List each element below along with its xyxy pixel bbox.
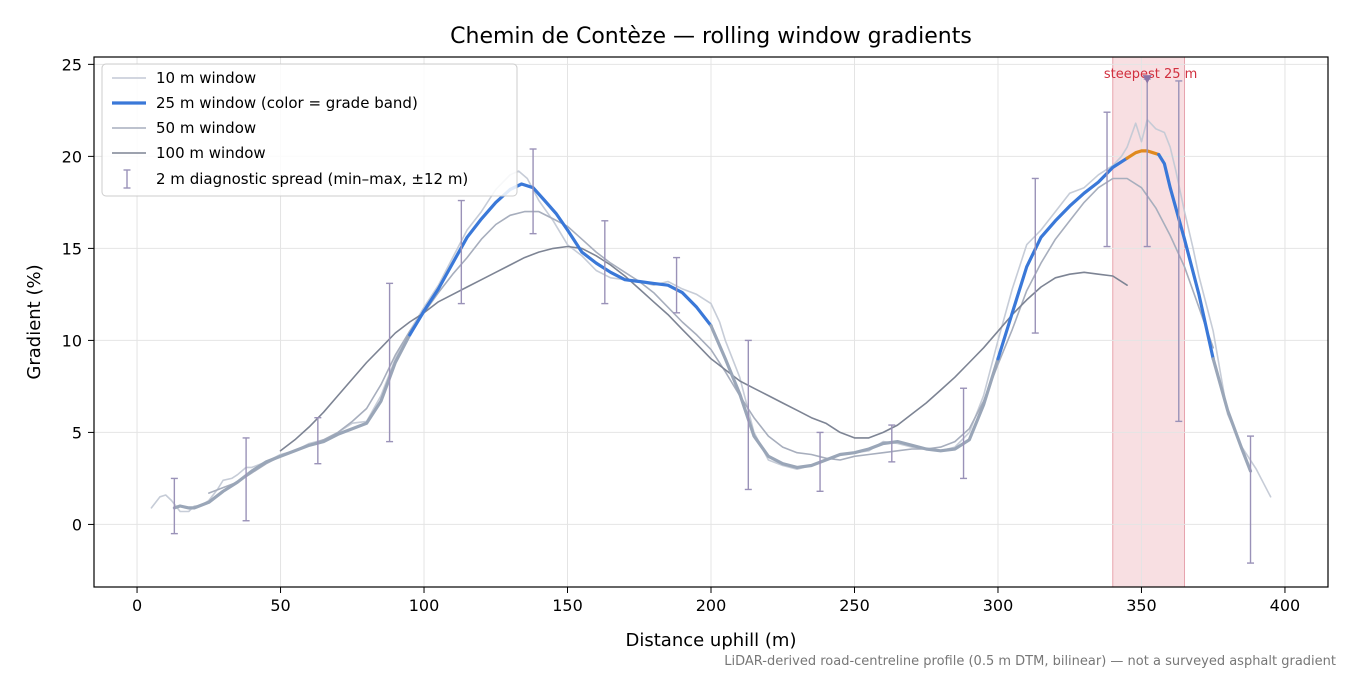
x-axis-label: Distance uphill (m) [626, 630, 797, 651]
x-tick-label-300: 300 [983, 596, 1014, 615]
y-tick-label-25: 25 [62, 55, 82, 74]
legend: 10 m window 25 m window (color = grade b… [101, 63, 518, 197]
y-tick-label-5: 5 [72, 423, 82, 442]
x-tick-label-50: 50 [270, 596, 290, 615]
chart-title: Chemin de Contèze — rolling window gradi… [450, 24, 972, 49]
steepest-annotation: steepest 25 m [1104, 67, 1197, 82]
legend-swatch-errorbar [123, 169, 131, 189]
series-25m-segment-5 [1157, 152, 1215, 361]
x-tick-label-400: 400 [1270, 596, 1301, 615]
series-25m-segment-6 [1211, 357, 1253, 473]
series-25m-segment-2 [709, 324, 1000, 469]
y-tick-label-15: 15 [62, 239, 82, 258]
y-axis-ticks: 0 5 10 15 20 25 [62, 55, 94, 534]
x-tick-label-350: 350 [1126, 596, 1157, 615]
legend-label-100m: 100 m window [156, 144, 266, 162]
y-axis-label: Gradient (%) [24, 264, 45, 379]
legend-label-50m: 50 m window [156, 119, 256, 137]
y-tick-label-10: 10 [62, 331, 82, 350]
x-axis-ticks: 0 50 100 150 200 250 300 350 400 [132, 587, 1300, 615]
legend-label-errorbar: 2 m diagnostic spread (min–max, ±12 m) [156, 170, 468, 188]
series-25m-segment-1 [408, 182, 713, 337]
steepest-band [1112, 56, 1186, 588]
legend-label-25m: 25 m window (color = grade band) [156, 94, 418, 112]
series-25m-segment-3 [996, 156, 1129, 361]
series-layer [150, 118, 1272, 513]
legend-label-10m: 10 m window [156, 69, 256, 87]
x-tick-label-0: 0 [132, 596, 142, 615]
series-25m-segment-0 [172, 333, 412, 510]
series-25m-segment-4 [1125, 149, 1161, 160]
errorbar-layer [170, 78, 1255, 564]
legend-box [101, 63, 518, 197]
annotation-layer: steepest 25 m [1104, 67, 1197, 84]
steepest-marker [1142, 75, 1152, 84]
y-tick-label-20: 20 [62, 147, 82, 166]
footnote: LiDAR-derived road-centreline profile (0… [724, 654, 1336, 669]
x-tick-label-100: 100 [409, 596, 440, 615]
series-50m-line [208, 177, 1214, 494]
x-tick-label-150: 150 [552, 596, 583, 615]
x-tick-label-250: 250 [839, 596, 870, 615]
y-tick-label-0: 0 [72, 515, 82, 534]
x-tick-label-200: 200 [696, 596, 727, 615]
plot-background [1112, 56, 1186, 588]
